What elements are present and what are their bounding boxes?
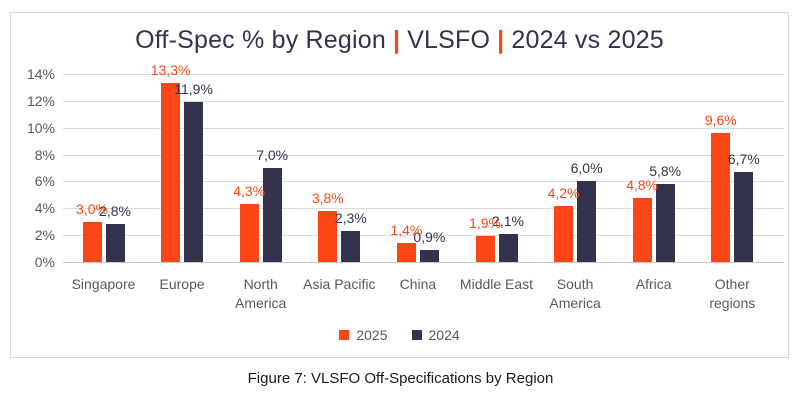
bar-2025 <box>711 133 731 262</box>
value-label-2025: 4,3% <box>233 183 266 199</box>
value-label-2024: 11,9% <box>174 81 213 97</box>
category-label: Other regions <box>709 276 756 311</box>
y-axis-label: 12% <box>26 92 55 109</box>
value-label-2025: 1,9% <box>469 215 501 231</box>
y-axis-label: 0% <box>34 254 55 270</box>
category-label: Europe <box>159 276 205 292</box>
value-label-2024: 2,3% <box>334 210 367 226</box>
gridline <box>63 100 784 102</box>
plot-area: 3,0% 2,8% Singapore 13,3% 11,9% Europe 4,3% 7,0… <box>63 62 784 311</box>
legend-label-2024: 2024 <box>428 327 460 343</box>
gridline <box>63 181 784 183</box>
bar-2024 <box>655 184 675 262</box>
bar-2024 <box>734 172 754 262</box>
gridline <box>63 154 784 156</box>
bar-2024 <box>498 234 518 262</box>
bar-2025 <box>239 204 259 262</box>
bar-2024 <box>419 250 439 262</box>
category-label: North America <box>235 276 287 311</box>
chart-title-part-3: 2024 vs 2025 <box>511 26 664 54</box>
gridline <box>63 74 784 75</box>
value-label-2025: 3,0% <box>76 201 108 217</box>
value-label-2025: 3,8% <box>311 190 344 206</box>
value-label-2024: 6,7% <box>727 151 760 167</box>
value-label-2025: 4,8% <box>626 177 659 193</box>
bar-2024 <box>577 181 597 262</box>
bar-2025 <box>632 198 652 262</box>
value-label-2025: 9,6% <box>704 112 737 128</box>
category-label: South America <box>549 276 601 311</box>
gridline <box>63 208 784 210</box>
gridline <box>63 235 784 237</box>
legend: 2025 2024 <box>11 327 788 343</box>
gridline <box>63 127 784 129</box>
value-label-2024: 6,0% <box>570 160 603 176</box>
legend-swatch-2025 <box>339 330 350 340</box>
value-label-2024: 2,1% <box>492 213 524 229</box>
y-axis-label: 8% <box>34 146 55 163</box>
bar-2025 <box>161 83 181 262</box>
y-axis-label: 2% <box>34 227 55 244</box>
chart-title-part-2: VLSFO <box>407 26 491 54</box>
bar-2024 <box>341 231 361 262</box>
bar-2025 <box>554 206 574 262</box>
title-separator: | <box>392 26 401 54</box>
category-label: Asia Pacific <box>303 276 376 292</box>
y-axis-label: 10% <box>26 119 55 136</box>
value-label-2024: 0,9% <box>413 229 446 245</box>
value-label-2024: 5,8% <box>649 163 682 179</box>
bar-2025 <box>396 243 416 262</box>
figure-caption: Figure 7: VLSFO Off-Specifications by Re… <box>247 370 554 387</box>
y-axis-label: 6% <box>34 173 55 190</box>
bar-2024 <box>262 168 282 262</box>
bar-2025 <box>82 222 102 262</box>
title-separator: | <box>497 26 505 54</box>
category-label: Africa <box>635 276 672 292</box>
category-label: China <box>399 276 437 292</box>
chart-card: Off-Spec % by Region | VLSFO | 2024 vs 2025 … <box>10 12 789 358</box>
legend-item-2024: 2024 <box>411 327 460 343</box>
value-label-2025: 1,4% <box>390 222 423 238</box>
legend-swatch-2024 <box>411 330 422 340</box>
legend-item-2025: 2025 <box>339 327 388 343</box>
value-label-2024: 2,8% <box>99 203 131 219</box>
y-axis-label: 4% <box>34 200 55 217</box>
bar-2025 <box>475 236 495 262</box>
chart-title: Off-Spec % by Region | VLSFO | 2024 vs 2025 <box>11 26 788 55</box>
category-label: Singapore <box>71 276 136 292</box>
value-label-2024: 7,0% <box>256 147 289 163</box>
bar-2024 <box>184 102 204 262</box>
value-label-2025: 13,3% <box>150 62 191 78</box>
chart-title-part-1: Off-Spec % by Region <box>135 26 386 54</box>
bar-2025 <box>318 211 338 262</box>
category-label: Middle East <box>459 276 534 292</box>
legend-label-2025: 2025 <box>356 327 388 343</box>
y-axis-label: 14% <box>26 66 55 82</box>
value-label-2025: 4,2% <box>547 185 580 201</box>
bar-2024 <box>105 224 125 262</box>
